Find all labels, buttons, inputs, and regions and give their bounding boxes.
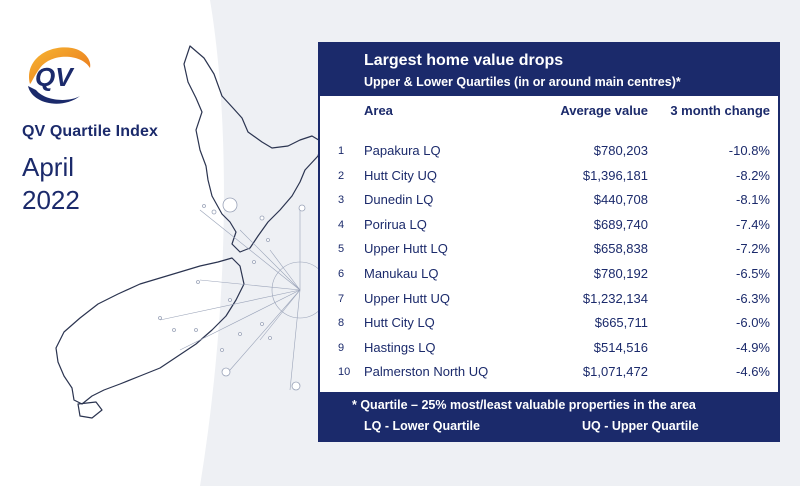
avg-cell: $440,708	[593, 192, 648, 208]
uq-legend: UQ - Upper Quartile	[582, 419, 699, 433]
table-row: 9 Hastings LQ $514,516 -4.9%	[320, 340, 778, 364]
table-footer-band: * Quartile – 25% most/least valuable pro…	[320, 392, 778, 440]
rank-cell: 1	[338, 145, 345, 157]
avg-cell: $780,192	[593, 266, 648, 281]
rank-cell: 6	[338, 268, 345, 280]
table-row: 7 Upper Hutt UQ $1,232,134 -6.3%	[320, 291, 778, 315]
page-title: QV Quartile Index	[22, 123, 158, 140]
rank-cell: 10	[338, 366, 351, 379]
area-cell: Upper Hutt UQ	[364, 290, 450, 306]
svg-text:QV: QV	[35, 62, 75, 92]
avg-cell: $780,203	[593, 143, 648, 158]
change-cell: -7.2%	[736, 241, 770, 257]
month-label: April	[22, 152, 75, 182]
rank-cell: 7	[338, 292, 345, 305]
avg-cell: $689,740	[593, 216, 648, 232]
area-cell: Porirua LQ	[364, 216, 427, 232]
change-cell: -6.0%	[736, 315, 770, 331]
avg-cell: $665,711	[594, 315, 648, 331]
table-header-band: Largest home value drops Upper & Lower Q…	[320, 44, 778, 96]
table-row: 1 Papakura LQ $780,203 -10.8%	[320, 143, 778, 167]
home-value-drops-table: Largest home value drops Upper & Lower Q…	[318, 42, 780, 442]
table-row: 6 Manukau LQ $780,192 -6.5%	[320, 266, 778, 290]
area-cell: Hutt City UQ	[364, 167, 437, 183]
table-row: 3 Dunedin LQ $440,708 -8.1%	[320, 192, 778, 216]
change-cell: -6.3%	[736, 290, 770, 306]
avg-cell: $658,838	[593, 241, 648, 257]
area-cell: Dunedin LQ	[364, 192, 434, 208]
table-row: 4 Porirua LQ $689,740 -7.4%	[320, 217, 778, 241]
avg-cell: $1,071,472	[582, 364, 648, 380]
change-cell: -8.2%	[736, 167, 770, 183]
table-row: 5 Upper Hutt LQ $658,838 -7.2%	[320, 241, 778, 265]
avg-cell: $1,396,181	[582, 167, 648, 183]
rank-cell: 2	[338, 169, 345, 182]
rank-cell: 4	[338, 218, 345, 231]
rank-cell: 9	[338, 341, 345, 354]
column-header-area: Area	[364, 103, 393, 118]
change-cell: -6.5%	[736, 266, 770, 281]
avg-cell: $514,516	[593, 339, 648, 355]
year-label: 2022	[22, 185, 80, 215]
change-cell: -4.9%	[736, 339, 770, 355]
column-header-change: 3 month change	[670, 103, 770, 118]
change-cell: -8.1%	[736, 192, 770, 208]
lq-legend: LQ - Lower Quartile	[364, 419, 480, 433]
table-row: 10 Palmerston North UQ $1,071,472 -4.6%	[320, 364, 778, 388]
avg-cell: $1,232,134	[582, 290, 648, 306]
area-cell: Hutt City LQ	[364, 315, 435, 331]
table-row: 2 Hutt City UQ $1,396,181 -8.2%	[320, 168, 778, 192]
change-cell: -10.8%	[728, 143, 770, 158]
area-cell: Hastings LQ	[364, 339, 436, 355]
change-cell: -7.4%	[736, 216, 770, 232]
footnote: * Quartile – 25% most/least valuable pro…	[352, 398, 696, 412]
area-cell: Manukau LQ	[364, 266, 439, 281]
qv-logo: QV	[28, 47, 91, 104]
column-header-average: Average value	[560, 103, 648, 118]
rank-cell: 8	[338, 317, 345, 330]
table-subtitle: Upper & Lower Quartiles (in or around ma…	[364, 75, 681, 89]
rank-cell: 3	[338, 194, 345, 207]
area-cell: Upper Hutt LQ	[364, 241, 448, 257]
change-cell: -4.6%	[736, 364, 770, 380]
table-title: Largest home value drops	[364, 52, 564, 69]
area-cell: Papakura LQ	[364, 143, 441, 158]
area-cell: Palmerston North UQ	[364, 364, 489, 380]
rank-cell: 5	[338, 243, 345, 256]
table-row: 8 Hutt City LQ $665,711 -6.0%	[320, 315, 778, 339]
